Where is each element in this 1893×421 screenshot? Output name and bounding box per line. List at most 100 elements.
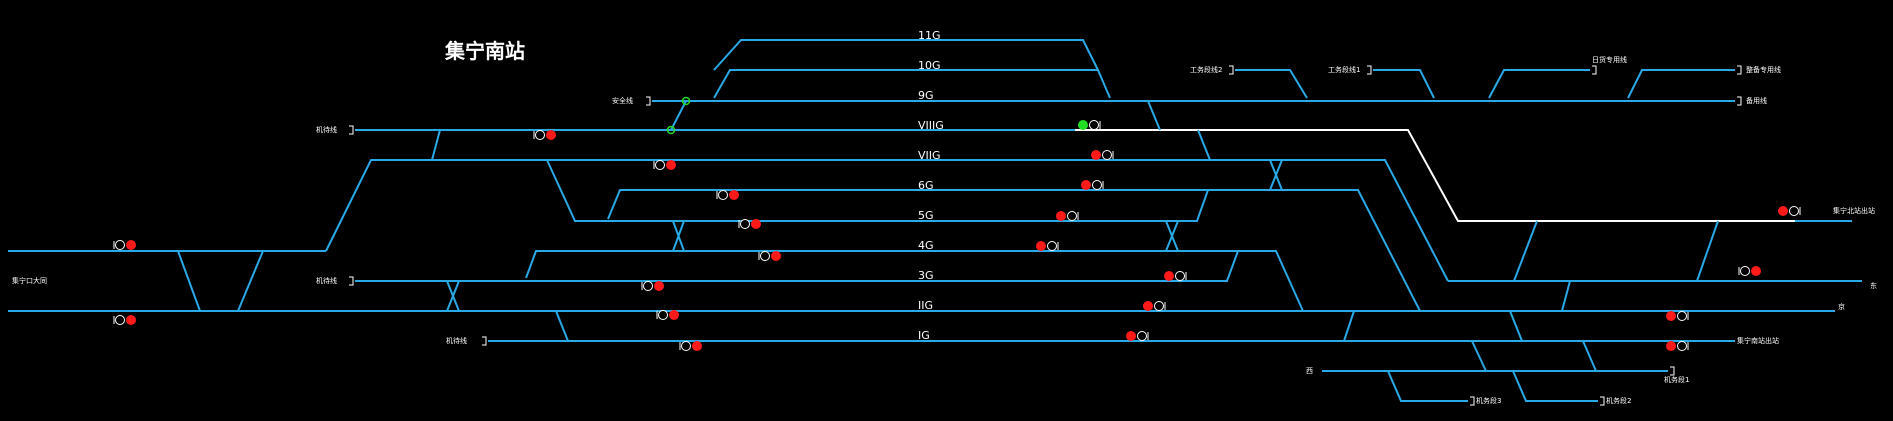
signal-s13[interactable] xyxy=(1056,211,1079,221)
signal-s17[interactable] xyxy=(1126,331,1149,341)
signal-lamp-red xyxy=(1666,341,1676,351)
track-special-line-b[interactable] xyxy=(1627,69,1735,99)
crossover-j[interactable] xyxy=(1197,129,1211,161)
stop-standby-2 xyxy=(349,276,354,286)
signal-s9[interactable] xyxy=(656,310,679,320)
signal-s14[interactable] xyxy=(1036,241,1059,251)
signal-lamp-off xyxy=(658,310,668,320)
signal-lamp-off xyxy=(1677,341,1687,351)
signal-lamp-off xyxy=(1175,271,1185,281)
crossover-m[interactable] xyxy=(1561,280,1571,312)
signal-lamp-red xyxy=(669,310,679,320)
label-work-2: 工务段线2 xyxy=(1190,65,1222,74)
label-to-south: 集宁南站出站 xyxy=(1737,336,1779,345)
crossover-c[interactable] xyxy=(237,250,264,312)
crossover-o[interactable] xyxy=(1696,220,1719,282)
track-5G[interactable] xyxy=(546,159,1209,222)
signal-s3[interactable] xyxy=(533,130,556,140)
track-work-line-2[interactable] xyxy=(1235,69,1308,99)
crossover-h[interactable] xyxy=(555,310,569,342)
signal-s8[interactable] xyxy=(641,281,664,291)
signal-s10[interactable] xyxy=(679,341,702,351)
track-depot-ramp-b[interactable] xyxy=(1582,340,1597,372)
signal-lamp-off xyxy=(681,341,691,351)
signal-lamp-red xyxy=(1036,241,1046,251)
crossover-k[interactable] xyxy=(1343,310,1355,342)
label-special-b: 整备专用线 xyxy=(1746,65,1781,74)
stop-special-a xyxy=(1592,65,1597,75)
signal-s21[interactable] xyxy=(1078,120,1101,130)
signal-lamp-red xyxy=(771,251,781,261)
signal-lamp-off xyxy=(1137,331,1147,341)
signal-lamp-off xyxy=(740,219,750,229)
signal-s22[interactable] xyxy=(1666,341,1689,351)
signal-lamp-red xyxy=(1081,180,1091,190)
track-depot-ramp-a[interactable] xyxy=(1471,340,1487,372)
signal-s16[interactable] xyxy=(1143,301,1166,311)
crossover-f[interactable] xyxy=(1165,220,1179,252)
track-label-6G: 6G xyxy=(918,179,934,192)
signal-lamp-red xyxy=(751,219,761,229)
signal-s4[interactable] xyxy=(653,160,676,170)
switch-point-1[interactable] xyxy=(681,96,691,106)
track-label-VIIG: VIIG xyxy=(918,149,941,162)
track-label-IIG: IIG xyxy=(918,299,933,312)
crossover-i[interactable] xyxy=(1147,100,1161,131)
signal-lamp-red xyxy=(692,341,702,351)
signal-lamp-off xyxy=(535,130,545,140)
signal-s6[interactable] xyxy=(738,219,761,229)
signal-s11[interactable] xyxy=(1091,150,1114,160)
crossover-d[interactable] xyxy=(446,280,460,312)
signal-lamp-off xyxy=(655,160,665,170)
label-depot-2: 机务段2 xyxy=(1606,396,1631,405)
signal-lamp-off xyxy=(760,251,770,261)
label-depot-3: 机务段3 xyxy=(1476,396,1501,405)
track-depot-2[interactable] xyxy=(1512,370,1598,402)
track-6G[interactable] xyxy=(607,189,1421,312)
crossover-l[interactable] xyxy=(1509,310,1523,342)
switch-point-2[interactable] xyxy=(666,125,676,135)
label-to-east-1: 东 xyxy=(1870,281,1877,290)
track-label-IG: IG xyxy=(918,329,930,342)
signal-s19[interactable] xyxy=(1738,266,1761,276)
signal-s18[interactable] xyxy=(1778,206,1801,216)
stop-safety xyxy=(646,96,651,106)
track-10G[interactable] xyxy=(713,69,1111,99)
signal-s5[interactable] xyxy=(716,190,739,200)
signal-lamp-red xyxy=(1666,311,1676,321)
signal-lamp-off xyxy=(718,190,728,200)
signal-s12[interactable] xyxy=(1081,180,1104,190)
crossover-a[interactable] xyxy=(431,129,441,161)
signal-s7[interactable] xyxy=(758,251,781,261)
track-work-line-1[interactable] xyxy=(1373,69,1435,99)
signal-lamp-off xyxy=(1677,311,1687,321)
crossover-g[interactable] xyxy=(1269,159,1283,191)
crossover-b[interactable] xyxy=(177,250,201,312)
signal-s1[interactable] xyxy=(113,240,136,250)
label-standby-3: 机待线 xyxy=(446,336,467,345)
track-special-line-a[interactable] xyxy=(1488,69,1590,99)
track-depot-3[interactable] xyxy=(1387,370,1468,402)
signal-lamp-off xyxy=(1089,120,1099,130)
crossover-n[interactable] xyxy=(1513,220,1538,282)
turnout-safety[interactable] xyxy=(670,100,687,131)
crossover-e[interactable] xyxy=(672,220,685,252)
signal-s20[interactable] xyxy=(1666,311,1689,321)
signal-lamp-off xyxy=(1047,241,1057,251)
stop-line-9 xyxy=(1737,96,1742,106)
signal-lamp-red xyxy=(126,315,136,325)
track-11G[interactable] xyxy=(713,39,1099,71)
track-4G[interactable] xyxy=(525,250,1304,312)
track-label-4G: 4G xyxy=(918,239,934,252)
label-depot-1: 机务段1 xyxy=(1664,375,1689,384)
signal-lamp-red xyxy=(126,240,136,250)
track-VIIG[interactable] xyxy=(325,159,1449,282)
buffer-stops xyxy=(349,65,1742,406)
track-network xyxy=(8,39,1862,402)
signal-s2[interactable] xyxy=(113,315,136,325)
signal-lamp-red xyxy=(666,160,676,170)
signal-s15[interactable] xyxy=(1164,271,1187,281)
track-3G[interactable] xyxy=(355,250,1239,282)
label-standby-2: 机待线 xyxy=(316,276,337,285)
